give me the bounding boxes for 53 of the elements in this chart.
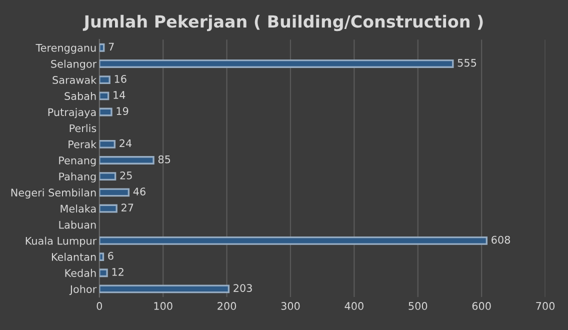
data-label: 6: [108, 252, 114, 260]
data-label: 46: [133, 188, 146, 196]
data-label: 19: [116, 107, 128, 116]
x-tick-label: 0: [96, 302, 102, 310]
data-label: 24: [120, 139, 132, 148]
bar: [99, 172, 116, 181]
x-tick-label: 400: [344, 302, 364, 310]
y-tick-label: Kuala Lumpur: [26, 236, 97, 247]
y-tick-label: Sarawak: [52, 76, 97, 84]
chart-title: Jumlah Pekerjaan ( Building/Construction ): [82, 14, 483, 32]
data-label: 85: [158, 155, 170, 164]
bar: [99, 43, 105, 52]
y-tick-label: Labuan: [59, 220, 96, 229]
y-tick-label: Terengganu: [36, 44, 96, 54]
x-tick-label: 200: [218, 302, 236, 310]
y-tick-label: Penang: [59, 156, 96, 166]
bar: [99, 236, 488, 245]
x-tick-label: 700: [536, 302, 555, 310]
data-label: 25: [120, 171, 132, 180]
x-tick-label: 500: [408, 302, 428, 310]
bar: [99, 284, 230, 294]
bar: [99, 76, 110, 84]
y-tick-label: Kelantan: [52, 252, 96, 261]
bar: [99, 60, 454, 68]
x-tick-label: 100: [154, 302, 172, 310]
y-tick-label: Sabah: [64, 92, 96, 100]
y-tick-label: Johor: [69, 285, 97, 295]
y-tick-label: Selangor: [51, 60, 97, 70]
y-tick-label: Pahang: [59, 172, 96, 182]
bar: [99, 92, 110, 100]
bar: [99, 188, 130, 197]
data-label: 14: [114, 91, 126, 99]
y-tick-label: Negeri Sembilan: [11, 188, 96, 199]
bar: [99, 140, 116, 148]
x-tick-label: 600: [472, 302, 491, 310]
x-tick-label: 300: [281, 302, 300, 310]
y-tick-label: Perlis: [70, 124, 96, 132]
data-label: 7: [108, 42, 114, 51]
data-label: 16: [114, 74, 126, 83]
y-tick-label: Putrajaya: [48, 108, 96, 118]
bar: [99, 156, 154, 164]
y-tick-label: Kedah: [65, 268, 96, 277]
y-tick-label: Melaka: [60, 204, 96, 213]
data-label: 203: [234, 284, 252, 292]
y-tick-label: Perak: [68, 140, 97, 148]
data-label: 608: [492, 236, 510, 244]
bar: [99, 204, 118, 213]
data-label: 555: [458, 59, 476, 67]
bar: [99, 108, 112, 116]
data-label: 12: [112, 268, 124, 276]
data-label: 27: [122, 204, 134, 212]
bar: [99, 252, 104, 261]
bar: [99, 268, 108, 278]
